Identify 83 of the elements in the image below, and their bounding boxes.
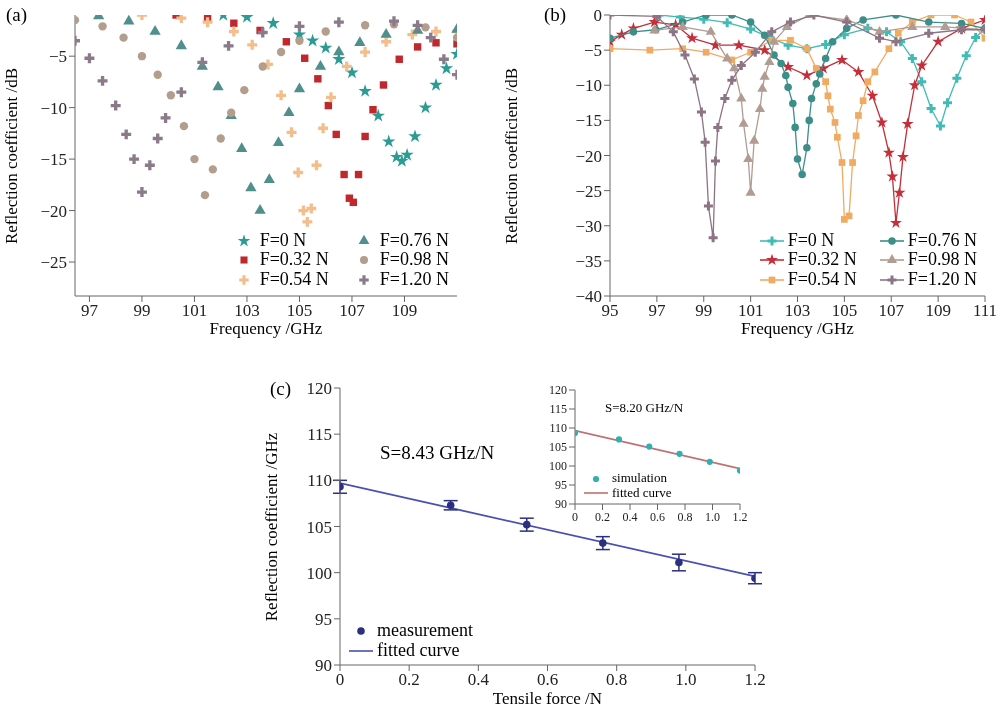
y-tick-label: 110 <box>549 421 567 436</box>
y-tick-label: 90 <box>555 497 567 512</box>
x-tick-label: 101 <box>737 301 764 321</box>
x-tick-label: 1.0 <box>675 670 697 690</box>
legend-label: F=0.54 N <box>259 269 329 290</box>
y-tick-label: 120 <box>306 379 332 399</box>
legend-label: F=0.76 N <box>907 229 977 251</box>
y-tick-label: 120 <box>549 383 567 398</box>
legend-label: simulation <box>612 470 667 486</box>
x-axis-title: Frequency /GHz <box>209 319 323 338</box>
x-tick-label: 107 <box>339 301 366 321</box>
x-tick-label: 97 <box>648 301 666 321</box>
y-tick-label: −10 <box>40 98 67 118</box>
chart-title: (c) <box>270 378 292 400</box>
x-tick-label: 105 <box>286 301 313 321</box>
y-tick-label: 0 <box>593 6 602 26</box>
x-tick-label: 99 <box>695 301 713 321</box>
y-tick-label: −20 <box>40 201 67 221</box>
x-tick-label: 95 <box>601 301 619 321</box>
y-axis-title: Reflection coefficient /GHz <box>261 432 282 621</box>
y-tick-label: 100 <box>306 563 332 583</box>
legend-label: F=1.20 N <box>379 269 449 290</box>
legend-label: F=0 N <box>787 229 835 251</box>
legend-label: F=0.32 N <box>259 249 329 271</box>
y-tick-label: 95 <box>315 609 332 629</box>
legend-label: F=0.98 N <box>379 249 449 271</box>
y-tick-label: −15 <box>575 111 602 131</box>
chart-title: (a) <box>6 4 28 26</box>
y-tick-label: 115 <box>307 425 332 445</box>
y-tick-label: −20 <box>575 146 602 166</box>
x-tick-label: 0.4 <box>467 670 490 690</box>
y-tick-label: −35 <box>575 251 602 271</box>
x-tick-label: 103 <box>234 301 260 321</box>
y-tick-label: −5 <box>583 41 602 61</box>
x-tick-label: 99 <box>133 301 151 321</box>
x-tick-label: 0.4 <box>622 509 638 524</box>
x-tick-label: 101 <box>181 301 208 321</box>
y-tick-label: 90 <box>315 656 332 676</box>
legend-label: fitted curve <box>377 640 460 661</box>
x-tick-label: 0.6 <box>536 670 559 690</box>
legend-label: F=0.54 N <box>787 269 857 290</box>
x-axis-title: Frequency /GHz <box>741 319 854 338</box>
x-tick-label: 0.2 <box>398 670 420 690</box>
y-tick-label: −25 <box>40 253 67 273</box>
y-axis-title: Reflection coefficient /dB <box>501 67 522 244</box>
y-tick-label: 110 <box>307 471 332 491</box>
x-tick-label: 0.6 <box>650 509 665 524</box>
x-axis-title: Tensile force /N <box>491 688 604 710</box>
x-tick-label: 97 <box>80 301 99 321</box>
x-tick-label: 0.8 <box>677 509 693 524</box>
y-tick-label: 105 <box>549 440 567 455</box>
x-tick-label: 111 <box>972 301 998 321</box>
legend-label: measurement <box>377 620 473 642</box>
x-tick-label: 1.2 <box>732 509 748 524</box>
legend-label: F=0.98 N <box>907 249 977 271</box>
y-axis-title: Reflection coefficient /dB <box>1 67 22 244</box>
x-tick-label: 109 <box>925 301 951 321</box>
x-tick-label: 1.2 <box>744 670 766 690</box>
x-tick-label: 0.2 <box>595 509 610 524</box>
x-tick-label: 107 <box>878 301 905 321</box>
y-tick-label: −40 <box>575 287 602 307</box>
legend-label: F=0.76 N <box>379 229 449 251</box>
annotation: S=8.43 GHz/N <box>380 442 495 464</box>
legend-label: F=1.20 N <box>907 269 977 290</box>
y-tick-label: −25 <box>575 181 602 201</box>
annotation: S=8.20 GHz/N <box>605 400 684 416</box>
y-tick-label: 100 <box>549 459 567 474</box>
x-tick-label: 109 <box>391 301 418 321</box>
y-tick-label: −30 <box>575 216 602 236</box>
y-tick-label: −15 <box>40 150 67 170</box>
x-tick-label: 103 <box>784 301 811 321</box>
x-tick-label: 0 <box>335 670 345 690</box>
legend-label: F=0.32 N <box>787 249 857 271</box>
chart-title: (b) <box>544 4 567 26</box>
x-tick-label: 1.0 <box>705 509 720 524</box>
legend-label: F=0 N <box>259 229 307 251</box>
y-tick-label: 115 <box>549 402 567 417</box>
y-tick-label: −5 <box>48 47 67 67</box>
x-tick-label: 0.8 <box>606 670 628 690</box>
y-tick-label: −10 <box>575 76 602 96</box>
x-tick-label: 105 <box>831 301 858 321</box>
y-tick-label: 95 <box>555 478 567 493</box>
legend-label: fitted curve <box>612 484 672 500</box>
